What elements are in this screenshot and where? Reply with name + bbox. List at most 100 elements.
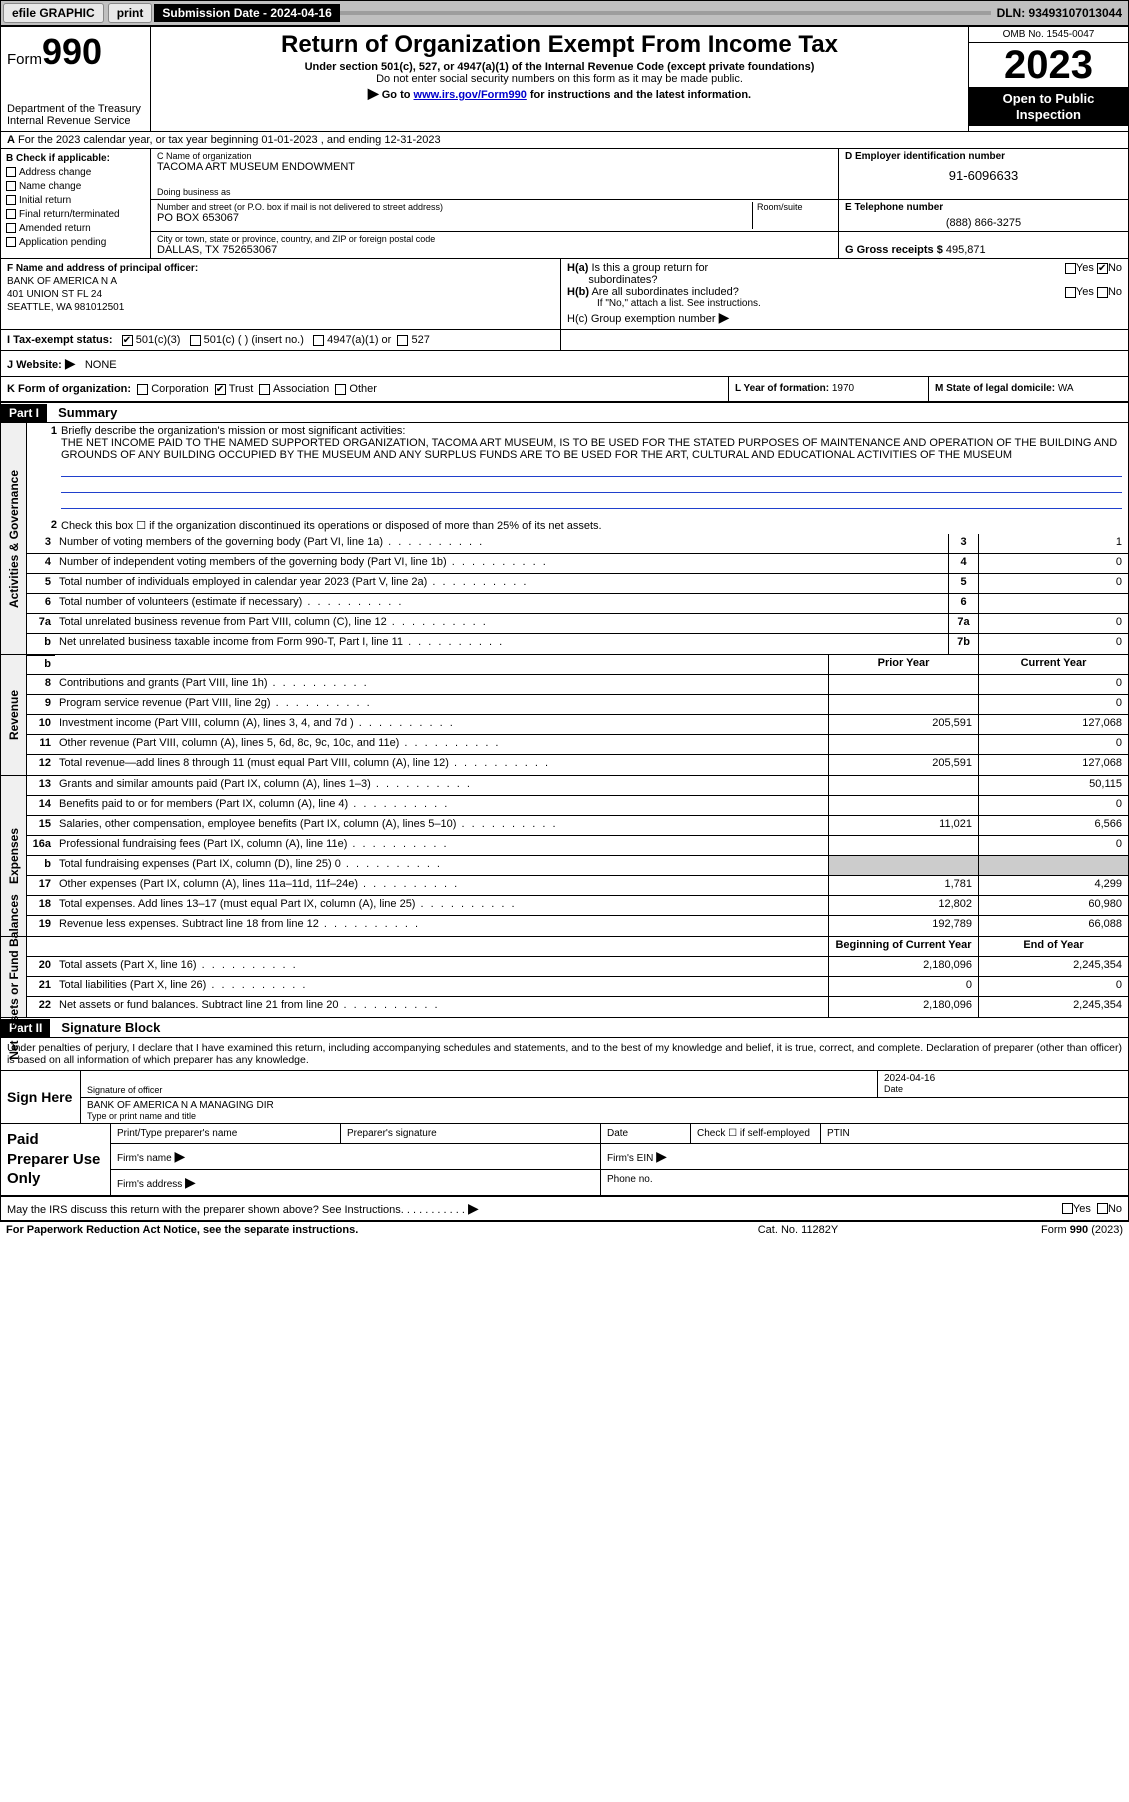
trust-checkbox[interactable]: [215, 384, 226, 395]
sig-date: 2024-04-16: [884, 1073, 935, 1084]
room-label: Room/suite: [757, 202, 832, 212]
city-value: DALLAS, TX 752653067: [157, 244, 832, 256]
527-checkbox[interactable]: [397, 335, 408, 346]
part2-title: Signature Block: [53, 1018, 168, 1037]
dln: DLN: 93493107013044: [991, 4, 1128, 22]
current-year-hdr: Current Year: [978, 655, 1128, 674]
discuss-preparer: May the IRS discuss this return with the…: [7, 1200, 1062, 1217]
exp-row-18: 18Total expenses. Add lines 13–17 (must …: [27, 896, 1128, 916]
501c-checkbox[interactable]: [190, 335, 201, 346]
exp-row-b: bTotal fundraising expenses (Part IX, co…: [27, 856, 1128, 876]
end-year-hdr: End of Year: [978, 937, 1128, 956]
checkbox-amended-return[interactable]: Amended return: [6, 222, 145, 236]
org-name: TACOMA ART MUSEUM ENDOWMENT: [157, 161, 832, 173]
gross-receipts-label: G Gross receipts $: [845, 244, 943, 256]
exp-row-13: 13Grants and similar amounts paid (Part …: [27, 776, 1128, 796]
form-header: Form990 Department of the Treasury Inter…: [1, 27, 1128, 132]
preparer-name-label: Print/Type preparer's name: [111, 1124, 341, 1143]
ha-yes[interactable]: [1065, 263, 1076, 274]
year-formation: L Year of formation: 1970: [728, 377, 928, 401]
beg-year-hdr: Beginning of Current Year: [828, 937, 978, 956]
firm-ein-label: Firm's EIN ▶: [601, 1144, 1128, 1169]
instructions-link[interactable]: www.irs.gov/Form990: [414, 89, 527, 101]
assoc-checkbox[interactable]: [259, 384, 270, 395]
exp-row-16a: 16aProfessional fundraising fees (Part I…: [27, 836, 1128, 856]
na-row-21: 21Total liabilities (Part X, line 26)00: [27, 977, 1128, 997]
efile-btn[interactable]: efile GRAPHIC: [3, 3, 104, 23]
hc-group-exemption: H(c) Group exemption number ▶: [567, 309, 1122, 326]
rev-row-9: 9Program service revenue (Part VIII, lin…: [27, 695, 1128, 715]
other-checkbox[interactable]: [335, 384, 346, 395]
print-btn[interactable]: print: [108, 3, 153, 23]
preparer-sig-label: Preparer's signature: [341, 1124, 601, 1143]
ein-label: D Employer identification number: [845, 151, 1122, 162]
state-domicile: M State of legal domicile: WA: [928, 377, 1128, 401]
gov-row-4: 4Number of independent voting members of…: [27, 554, 1128, 574]
city-label: City or town, state or province, country…: [157, 234, 832, 244]
subtitle-1: Under section 501(c), 527, or 4947(a)(1)…: [157, 61, 962, 73]
gov-row-3: 3Number of voting members of the governi…: [27, 534, 1128, 554]
rev-row-11: 11Other revenue (Part VIII, column (A), …: [27, 735, 1128, 755]
officer-name: BANK OF AMERICA N A MANAGING DIR: [87, 1100, 274, 1111]
part1-title: Summary: [50, 403, 125, 422]
501c3-checkbox[interactable]: [122, 335, 133, 346]
checkbox-name-change[interactable]: Name change: [6, 180, 145, 194]
officer-name-label: Type or print name and title: [87, 1111, 1122, 1121]
gov-row-b: bNet unrelated business taxable income f…: [27, 634, 1128, 654]
rev-row-12: 12Total revenue—add lines 8 through 11 (…: [27, 755, 1128, 775]
perjury-declaration: Under penalties of perjury, I declare th…: [1, 1038, 1128, 1071]
hb-subordinates: H(b) Are all subordinates included? Yes …: [567, 286, 1122, 298]
form-of-org: K Form of organization: Corporation Trus…: [1, 377, 728, 401]
topbar-spacer: [340, 11, 991, 15]
4947-checkbox[interactable]: [313, 335, 324, 346]
subtitle-3: ▶ Go to www.irs.gov/Form990 for instruct…: [157, 85, 962, 102]
ein-value: 91-6096633: [845, 162, 1122, 183]
principal-officer: F Name and address of principal officer:…: [1, 259, 561, 329]
sig-date-label: Date: [884, 1084, 1122, 1094]
gov-row-5: 5Total number of individuals employed in…: [27, 574, 1128, 594]
row-a-tax-year: A For the 2023 calendar year, or tax yea…: [1, 132, 1128, 149]
paid-preparer-label: Paid Preparer Use Only: [1, 1124, 111, 1195]
line2-discontinued: Check this box ☐ if the organization dis…: [61, 519, 1122, 532]
phone-label: E Telephone number: [845, 202, 1122, 213]
addr-label: Number and street (or P.O. box if mail i…: [157, 202, 752, 212]
form-footer: Form 990 (2023): [923, 1224, 1123, 1236]
ha-no[interactable]: [1097, 263, 1108, 274]
discuss-yes[interactable]: [1062, 1203, 1073, 1214]
checkbox-initial-return[interactable]: Initial return: [6, 194, 145, 208]
form-title: Return of Organization Exempt From Incom…: [157, 31, 962, 59]
side-governance: Activities & Governance: [1, 423, 27, 654]
checkbox-address-change[interactable]: Address change: [6, 166, 145, 180]
gross-receipts-value: 495,871: [946, 244, 986, 256]
topbar: efile GRAPHIC print Submission Date - 20…: [0, 0, 1129, 26]
submission-date: Submission Date - 2024-04-16: [154, 4, 339, 22]
gov-row-6: 6Total number of volunteers (estimate if…: [27, 594, 1128, 614]
firm-addr-label: Firm's address ▶: [111, 1170, 601, 1195]
checkbox-final-return-terminated[interactable]: Final return/terminated: [6, 208, 145, 222]
tax-year: 2023: [969, 43, 1128, 87]
prior-year-hdr: Prior Year: [828, 655, 978, 674]
subtitle-2: Do not enter social security numbers on …: [157, 73, 962, 85]
sig-officer-label: Signature of officer: [87, 1085, 871, 1095]
exp-row-15: 15Salaries, other compensation, employee…: [27, 816, 1128, 836]
ha-group-return: H(a) Is this a group return for Yes No s…: [567, 262, 1122, 286]
rev-row-8: 8Contributions and grants (Part VIII, li…: [27, 675, 1128, 695]
checkbox-application-pending[interactable]: Application pending: [6, 236, 145, 250]
part1-header: Part I: [1, 404, 47, 422]
omb-number: OMB No. 1545-0047: [969, 27, 1128, 43]
na-row-20: 20Total assets (Part X, line 16)2,180,09…: [27, 957, 1128, 977]
side-revenue: Revenue: [1, 655, 27, 775]
mission-label: Briefly describe the organization's miss…: [61, 425, 405, 437]
discuss-no[interactable]: [1097, 1203, 1108, 1214]
tax-exempt-status: I Tax-exempt status: 501(c)(3) 501(c) ( …: [1, 330, 561, 350]
hb-yes[interactable]: [1065, 287, 1076, 298]
rev-row-10: 10Investment income (Part VIII, column (…: [27, 715, 1128, 735]
side-netassets: Net Assets or Fund Balances: [1, 937, 27, 1017]
hb-no[interactable]: [1097, 287, 1108, 298]
website-row: J Website: ▶ NONE: [1, 351, 1128, 377]
firm-name-label: Firm's name ▶: [111, 1144, 601, 1169]
firm-phone-label: Phone no.: [601, 1170, 1128, 1195]
na-row-22: 22Net assets or fund balances. Subtract …: [27, 997, 1128, 1017]
corp-checkbox[interactable]: [137, 384, 148, 395]
mission-text: THE NET INCOME PAID TO THE NAMED SUPPORT…: [61, 437, 1117, 461]
